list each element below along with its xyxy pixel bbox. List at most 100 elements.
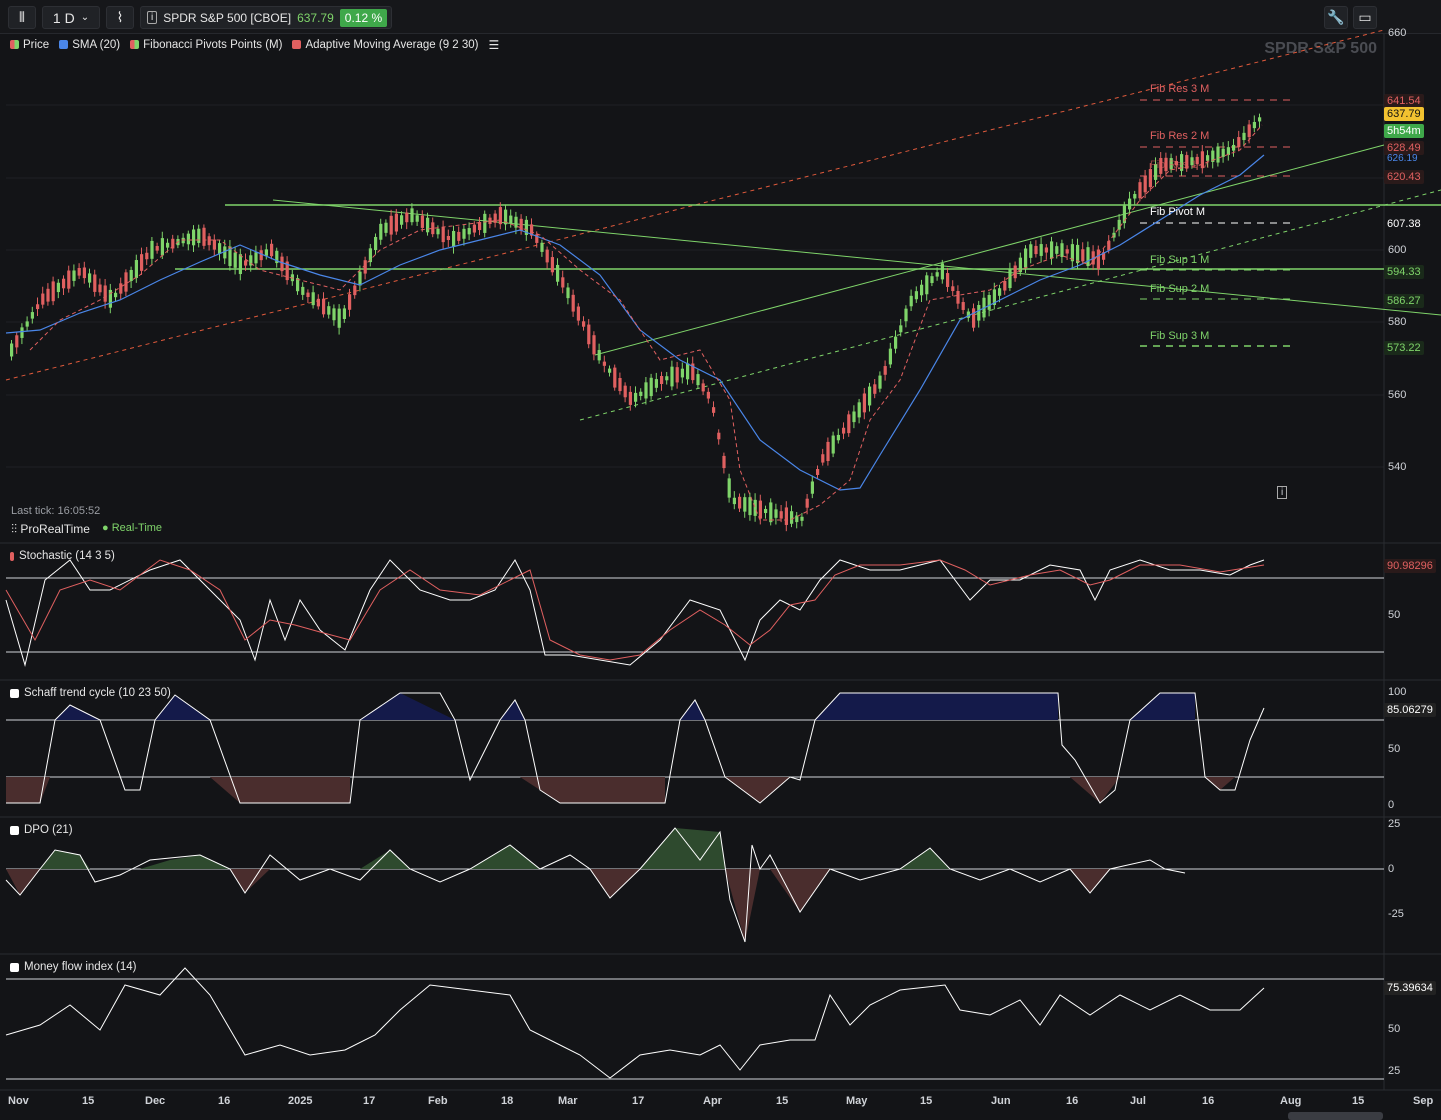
price-axis-label: 660 bbox=[1388, 27, 1407, 39]
candle-body bbox=[613, 367, 617, 388]
chart-type-icon[interactable]: ⌇ bbox=[106, 6, 134, 29]
candle-body bbox=[753, 499, 757, 516]
tag-sup1: 594.33 bbox=[1384, 265, 1424, 279]
candle-body bbox=[1086, 247, 1090, 267]
candle-body bbox=[1226, 147, 1230, 155]
tag-sup3: 573.22 bbox=[1384, 341, 1424, 355]
candle-body bbox=[842, 427, 846, 434]
candle-body bbox=[618, 378, 622, 392]
info-icon[interactable]: i bbox=[1277, 486, 1288, 499]
candle-body bbox=[150, 240, 154, 259]
top-toolbar: ⦀ 1 D ⌄ ⌇ i SPDR S&P 500 [CBOE] 637.79 0… bbox=[0, 0, 1441, 34]
candle-body bbox=[1159, 157, 1163, 174]
candle-body bbox=[545, 249, 549, 263]
candle-body bbox=[1018, 257, 1022, 273]
candle-body bbox=[1195, 156, 1199, 165]
candle-body bbox=[535, 234, 539, 243]
candle-body bbox=[847, 414, 851, 434]
candle-body bbox=[946, 273, 950, 287]
tag-countdown: 5h54m bbox=[1384, 124, 1424, 138]
tag-pivot: 607.38 bbox=[1387, 218, 1421, 230]
candle-body bbox=[743, 497, 747, 512]
candle-body bbox=[82, 267, 86, 279]
timeframe-select[interactable]: 1 D ⌄ bbox=[42, 6, 100, 29]
candle-body bbox=[394, 213, 398, 232]
mfi-axis-label: 25 bbox=[1388, 1065, 1401, 1077]
candle-body bbox=[259, 250, 263, 261]
candle-body bbox=[114, 292, 118, 298]
candle-body bbox=[1034, 245, 1038, 255]
candle-body bbox=[972, 308, 976, 328]
candle-body bbox=[46, 288, 50, 302]
stoch-label[interactable]: Stochastic (14 3 5) bbox=[10, 550, 115, 562]
candle-body bbox=[441, 227, 445, 243]
candle-body bbox=[587, 324, 591, 345]
tag-sma: 626.19 bbox=[1387, 153, 1418, 164]
candle-body bbox=[665, 376, 669, 381]
candle-body bbox=[342, 308, 346, 319]
candle-body bbox=[72, 270, 76, 281]
candle-body bbox=[561, 277, 565, 288]
mfi-label[interactable]: Money flow index (14) bbox=[10, 961, 137, 973]
candle-body bbox=[1237, 137, 1241, 148]
candle-body bbox=[1060, 243, 1064, 257]
fib-pivot-label: Fib Pivot M bbox=[1150, 206, 1206, 218]
dpo-label[interactable]: DPO (21) bbox=[10, 824, 73, 836]
time-axis-label: 16 bbox=[1202, 1095, 1215, 1107]
mfi-value: 75.39634 bbox=[1384, 981, 1436, 995]
legend-price[interactable]: Price bbox=[10, 39, 49, 51]
fib-sup2-label: Fib Sup 2 M bbox=[1150, 283, 1210, 295]
candle-body bbox=[478, 221, 482, 231]
candle-body bbox=[628, 391, 632, 405]
candle-body bbox=[1039, 244, 1043, 256]
candle-body bbox=[1148, 169, 1152, 188]
instrument-name: SPDR S&P 500 [CBOE] bbox=[163, 10, 292, 25]
candle-body bbox=[706, 391, 710, 399]
time-axis-label: Nov bbox=[8, 1095, 29, 1107]
instrument-box[interactable]: i SPDR S&P 500 [CBOE] 637.79 0.12 % bbox=[140, 6, 393, 29]
price-axis-label: 600 bbox=[1388, 244, 1407, 256]
candle-body bbox=[332, 308, 336, 321]
candle-body bbox=[389, 215, 393, 235]
candle-body bbox=[15, 335, 19, 348]
candle-body bbox=[202, 227, 206, 246]
candle-body bbox=[670, 366, 674, 387]
candle-body bbox=[571, 294, 575, 312]
legend-fib[interactable]: Fibonacci Pivots Points (M) bbox=[130, 39, 282, 51]
ama-line bbox=[29, 124, 1263, 521]
candle-body bbox=[644, 382, 648, 399]
candle-body bbox=[363, 260, 367, 274]
wrench-icon[interactable]: 🔧 bbox=[1324, 6, 1348, 29]
legend-sma[interactable]: SMA (20) bbox=[59, 39, 120, 51]
candle-body bbox=[582, 321, 586, 327]
dpo-axis-label: -25 bbox=[1388, 908, 1404, 920]
candle-body bbox=[379, 223, 383, 240]
legend-ama[interactable]: Adaptive Moving Average (9 2 30) bbox=[292, 39, 479, 51]
candle-body bbox=[280, 256, 284, 272]
schaff-label[interactable]: Schaff trend cycle (10 23 50) bbox=[10, 687, 171, 699]
candle-body bbox=[509, 215, 513, 224]
dpo-axis-label: 0 bbox=[1388, 863, 1395, 875]
scrollbar-handle[interactable] bbox=[1288, 1112, 1383, 1120]
candle-body bbox=[1008, 269, 1012, 289]
menu-icon[interactable]: ⦀ bbox=[8, 6, 36, 29]
watermark: SPDR S&P 500 bbox=[1264, 40, 1377, 57]
fib-sup3-label: Fib Sup 3 M bbox=[1150, 330, 1210, 342]
candle-body bbox=[764, 508, 768, 514]
candle-body bbox=[223, 246, 227, 259]
candle-body bbox=[254, 252, 258, 264]
candle-body bbox=[410, 208, 414, 223]
candle-body bbox=[800, 516, 804, 521]
candle-body bbox=[1200, 151, 1204, 169]
candle-body bbox=[1206, 155, 1210, 161]
candle-body bbox=[857, 402, 861, 418]
window-icon[interactable]: ▭ bbox=[1353, 6, 1377, 29]
sma-line bbox=[5, 154, 1265, 491]
candle-body bbox=[1081, 249, 1085, 262]
time-axis-label: Sep bbox=[1413, 1095, 1434, 1107]
candle-body bbox=[831, 435, 835, 454]
last-price: 637.79 bbox=[297, 10, 334, 25]
candle-body bbox=[467, 228, 471, 235]
list-icon[interactable]: ☰ bbox=[488, 38, 500, 52]
